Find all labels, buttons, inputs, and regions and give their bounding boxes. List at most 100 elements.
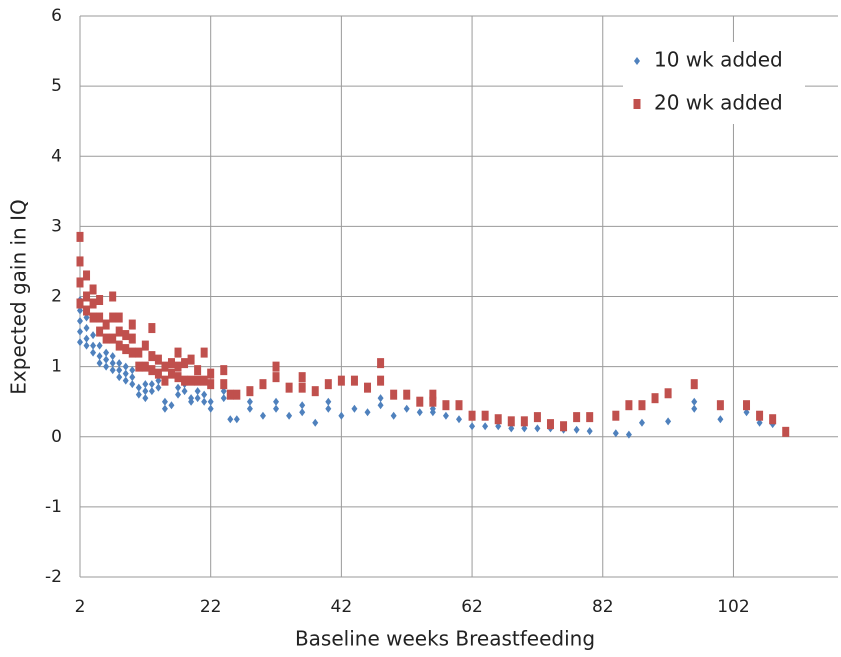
point xyxy=(403,404,410,413)
point xyxy=(272,372,280,383)
point xyxy=(96,352,103,361)
point xyxy=(83,305,91,316)
point xyxy=(122,344,130,355)
y-axis-title: Expected gain in IQ xyxy=(7,199,31,394)
y-tick-label: 1 xyxy=(51,357,62,377)
point xyxy=(743,408,750,417)
y-tick-label: 6 xyxy=(51,6,62,26)
point xyxy=(246,386,254,397)
point xyxy=(135,347,143,358)
point xyxy=(102,319,110,330)
y-tick-label: 5 xyxy=(51,76,62,96)
point xyxy=(456,415,462,424)
x-axis-title: Baseline weeks Breastfeeding xyxy=(295,627,595,651)
point xyxy=(364,408,371,417)
point xyxy=(129,366,136,375)
point xyxy=(200,347,208,358)
point xyxy=(521,424,528,433)
point xyxy=(181,387,188,396)
y-tick-label: 3 xyxy=(51,216,62,236)
y-tick-label: -2 xyxy=(45,567,62,587)
point xyxy=(299,401,306,410)
point xyxy=(141,361,149,372)
point xyxy=(416,396,424,407)
point xyxy=(194,375,202,386)
point xyxy=(135,383,142,392)
point xyxy=(135,361,143,372)
point xyxy=(350,375,358,386)
point xyxy=(168,401,175,410)
point xyxy=(129,380,136,389)
point xyxy=(560,421,568,432)
point xyxy=(716,400,724,411)
x-tick-label: 42 xyxy=(331,597,353,617)
point xyxy=(174,347,182,358)
point xyxy=(188,394,195,403)
point xyxy=(194,394,201,403)
point xyxy=(298,372,306,383)
point xyxy=(226,389,234,400)
point xyxy=(109,366,116,375)
point xyxy=(233,415,240,424)
point xyxy=(298,382,306,393)
point xyxy=(494,414,502,425)
point xyxy=(77,317,83,326)
point xyxy=(377,358,385,369)
point xyxy=(90,341,97,350)
point xyxy=(665,417,672,426)
legend-box xyxy=(623,42,805,124)
legend-label: 20 wk added xyxy=(654,91,783,115)
point xyxy=(533,412,541,423)
point xyxy=(181,358,189,369)
point xyxy=(442,400,450,411)
point xyxy=(612,429,619,438)
point xyxy=(109,333,117,344)
point xyxy=(96,326,104,337)
point xyxy=(664,388,672,399)
point xyxy=(90,348,97,357)
point xyxy=(324,379,332,390)
point xyxy=(83,291,91,302)
point xyxy=(769,414,777,425)
point xyxy=(116,359,123,368)
point xyxy=(259,411,266,420)
point xyxy=(651,393,659,404)
point xyxy=(96,312,104,323)
point xyxy=(233,389,241,400)
point xyxy=(129,373,136,382)
point xyxy=(109,291,117,302)
point xyxy=(161,375,169,386)
point xyxy=(390,411,397,420)
point xyxy=(246,404,253,413)
point xyxy=(429,389,437,400)
x-tick-label: 82 xyxy=(592,597,614,617)
point xyxy=(109,352,116,361)
point xyxy=(207,368,215,379)
point xyxy=(122,376,129,385)
point xyxy=(83,341,90,350)
point xyxy=(625,400,633,411)
point xyxy=(103,348,110,357)
point xyxy=(220,365,228,376)
y-tick-label: 2 xyxy=(51,287,62,307)
point xyxy=(481,410,489,421)
point xyxy=(207,379,215,390)
y-tick-label: 0 xyxy=(51,427,62,447)
point xyxy=(338,411,345,420)
point xyxy=(573,412,581,423)
point xyxy=(508,424,515,433)
point xyxy=(311,386,319,397)
point xyxy=(90,331,97,340)
x-tick-label: 2 xyxy=(75,597,86,617)
point xyxy=(429,396,437,407)
x-tick-label: 62 xyxy=(461,597,483,617)
point xyxy=(325,404,332,413)
point xyxy=(377,401,384,410)
point xyxy=(612,410,620,421)
point xyxy=(83,324,90,333)
point xyxy=(377,394,384,403)
point xyxy=(161,361,169,372)
point xyxy=(155,383,162,392)
point xyxy=(76,277,84,288)
point xyxy=(116,366,123,375)
